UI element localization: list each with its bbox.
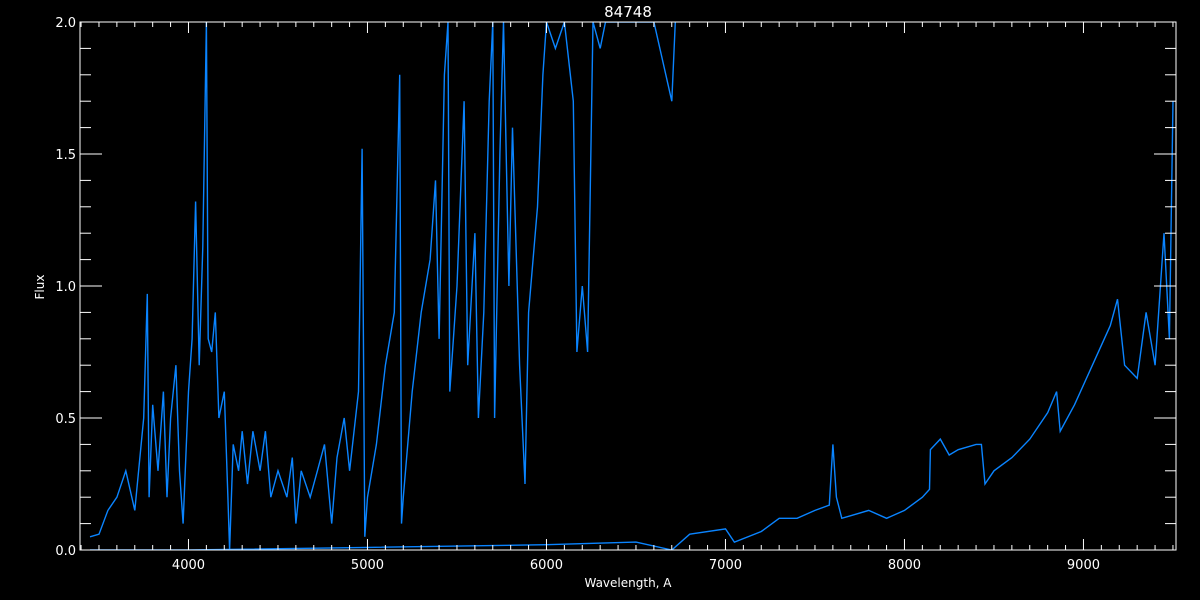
y-axis-label: Flux — [33, 275, 47, 300]
x-tick-label: 8000 — [888, 558, 921, 573]
x-tick-label: 5000 — [351, 558, 384, 573]
y-tick-label: 1.0 — [55, 280, 76, 295]
series-layer — [89, 22, 1174, 550]
y-tick-label: 0.5 — [55, 412, 76, 427]
spectrum-line-2 — [90, 101, 1174, 550]
x-tick-label: 4000 — [172, 558, 205, 573]
axes-layer: 4000 5000 6000 7000 8000 9000 0.0 0.5 1.0 1.5 2.0 — [55, 16, 1177, 573]
y-tick-label: 0.0 — [55, 544, 76, 559]
x-tick-label: 9000 — [1067, 558, 1100, 573]
chart-title: 84748 — [604, 3, 652, 21]
x-tick-label: 6000 — [530, 558, 563, 573]
spectrum-line-1 — [89, 22, 676, 550]
y-tick-label: 1.5 — [55, 148, 76, 163]
plot-frame — [79, 21, 1177, 551]
x-axis-label: Wavelength, A — [584, 576, 672, 590]
x-tick-label: 7000 — [709, 558, 742, 573]
y-tick-label: 2.0 — [55, 16, 76, 31]
